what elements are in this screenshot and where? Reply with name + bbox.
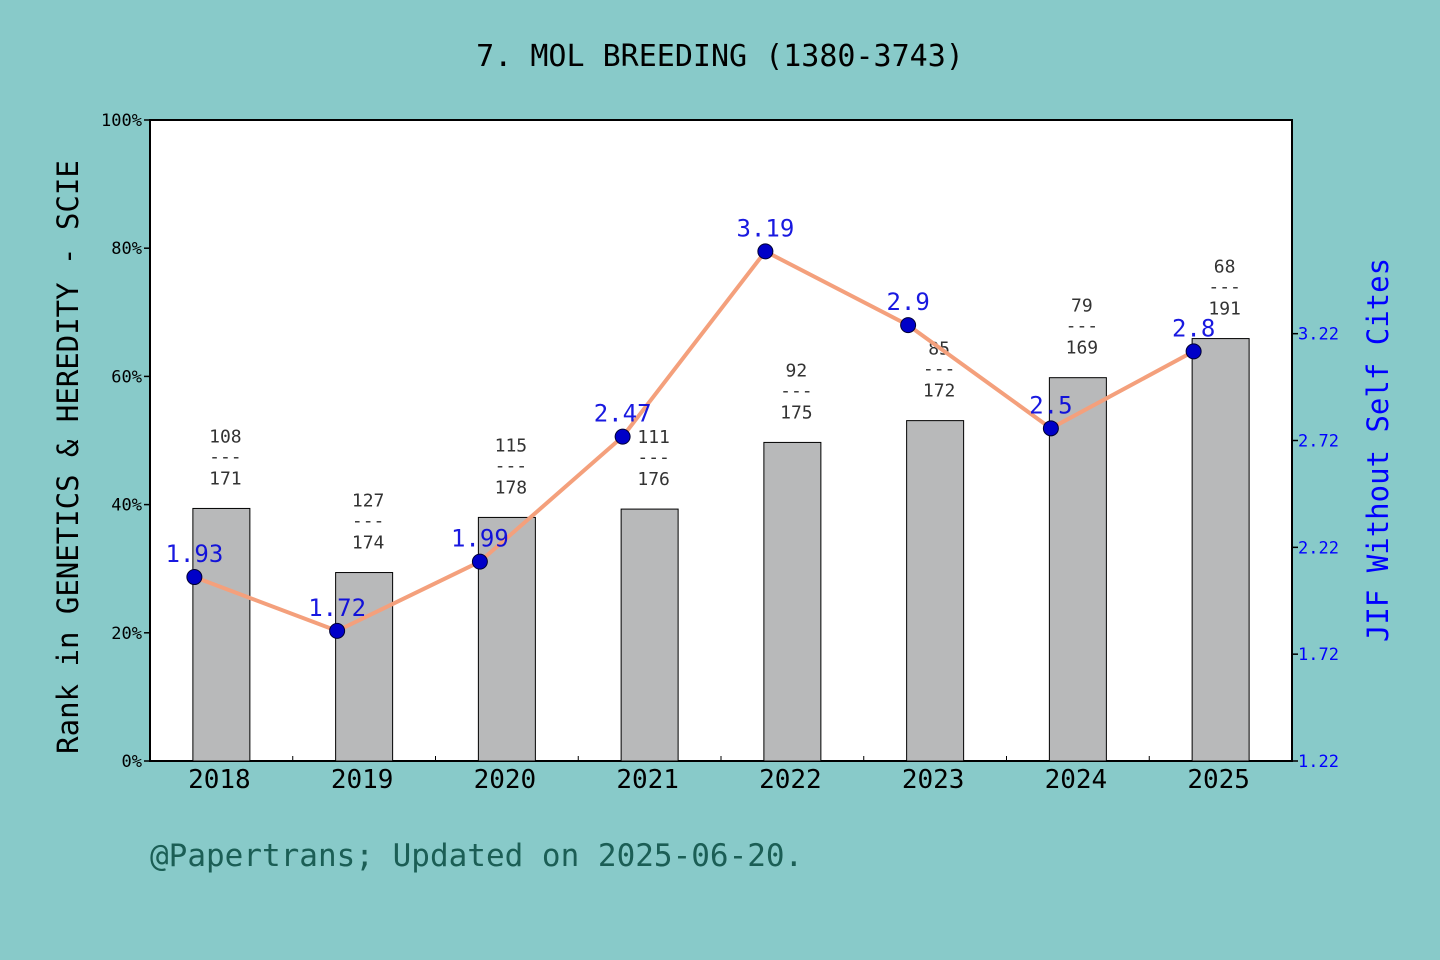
jif-marker [1042, 420, 1059, 437]
rank-total-label: 176 [637, 469, 670, 490]
jif-series-line [193, 249, 1195, 633]
jif-line-layer: 1.93 1.72 1.99 2.47 3.19 2.9 2.5 2.8 [165, 214, 1215, 639]
jif-marker [900, 317, 917, 334]
jif-marker [329, 622, 346, 639]
jif-value-label: 2.8 [1172, 314, 1215, 342]
rank-label: 68 [1214, 257, 1236, 278]
left-axis-title: Rank in GENETICS & HEREDITY - SCIE [51, 160, 85, 754]
x-tick-label: 2022 [759, 765, 822, 795]
x-tick-label: 2019 [331, 765, 394, 795]
plot-area [149, 119, 1293, 762]
rank-separator: --- [1066, 316, 1099, 337]
rank-total-label: 172 [923, 381, 956, 402]
x-tick-label: 2023 [902, 765, 965, 795]
chart-title: 7. MOL BREEDING (1380-3743) [476, 39, 964, 74]
jif-value-label: 2.9 [886, 288, 929, 316]
rank-separator: --- [637, 447, 670, 468]
jif-value-label: 1.72 [308, 594, 366, 622]
rank-separator: --- [1208, 277, 1241, 298]
rank-total-label: 178 [495, 477, 528, 498]
bars-layer [192, 338, 1250, 762]
left-tick-label: 20% [111, 624, 142, 644]
rank-total-label: 174 [352, 533, 385, 554]
bar [763, 441, 822, 762]
right-axis-title: JIF Without Self Cites [1361, 258, 1395, 642]
rank-separator: --- [780, 380, 813, 401]
jif-marker [471, 553, 488, 570]
left-tick-label: 80% [111, 239, 142, 259]
rank-label: 108 [209, 426, 242, 447]
rank-label: 127 [352, 491, 385, 512]
rank-separator: --- [352, 511, 385, 532]
left-tick-label: 100% [101, 111, 142, 131]
rank-separator: --- [923, 359, 956, 380]
jif-marker [186, 569, 203, 586]
jif-marker [757, 243, 774, 260]
right-tick-label: 2.72 [1298, 432, 1339, 452]
rank-label: 92 [786, 360, 808, 381]
right-tick-label: 3.22 [1298, 325, 1339, 345]
jif-value-label: 1.99 [451, 525, 509, 553]
bar [620, 508, 679, 762]
x-tick-label: 2021 [616, 765, 679, 795]
bar [477, 516, 536, 762]
right-tick-label: 2.22 [1298, 538, 1339, 558]
bar [1048, 377, 1107, 762]
jif-value-label: 2.5 [1029, 391, 1072, 419]
footer-credit: @Papertrans; Updated on 2025-06-20. [150, 838, 803, 874]
bar [192, 507, 251, 762]
jif-marker [614, 428, 631, 445]
rank-label: 79 [1071, 296, 1093, 317]
rank-total-label: 171 [209, 468, 242, 489]
jif-marker [1185, 343, 1202, 360]
rank-separator: --- [209, 446, 242, 467]
left-axis: 0% 20% 40% 60% 80% 100% [101, 111, 150, 772]
x-tick-label: 2025 [1187, 765, 1250, 795]
x-tick-label: 2024 [1045, 765, 1108, 795]
bar [1191, 338, 1250, 762]
rank-total-label: 169 [1066, 338, 1099, 359]
right-tick-label: 1.72 [1298, 645, 1339, 665]
jif-value-label: 2.47 [594, 400, 652, 428]
x-tick-label: 2018 [188, 765, 251, 795]
jif-value-label: 1.93 [165, 540, 223, 568]
rank-total-label: 191 [1208, 299, 1241, 320]
x-axis: 2018 2019 2020 2021 2022 2023 2024 2025 [188, 756, 1250, 795]
rank-label: 111 [637, 427, 670, 448]
bar [335, 572, 394, 762]
rank-total-label: 175 [780, 402, 813, 423]
x-tick-label: 2020 [474, 765, 537, 795]
rank-separator: --- [495, 455, 528, 476]
left-tick-label: 0% [122, 752, 142, 772]
jif-value-label: 3.19 [736, 214, 794, 242]
bar [906, 420, 965, 762]
right-tick-label: 1.22 [1298, 752, 1339, 772]
left-tick-label: 40% [111, 496, 142, 516]
right-axis: 1.22 1.72 2.22 2.72 3.22 [1292, 325, 1339, 772]
rank-label: 115 [495, 435, 528, 456]
left-tick-label: 60% [111, 367, 142, 387]
